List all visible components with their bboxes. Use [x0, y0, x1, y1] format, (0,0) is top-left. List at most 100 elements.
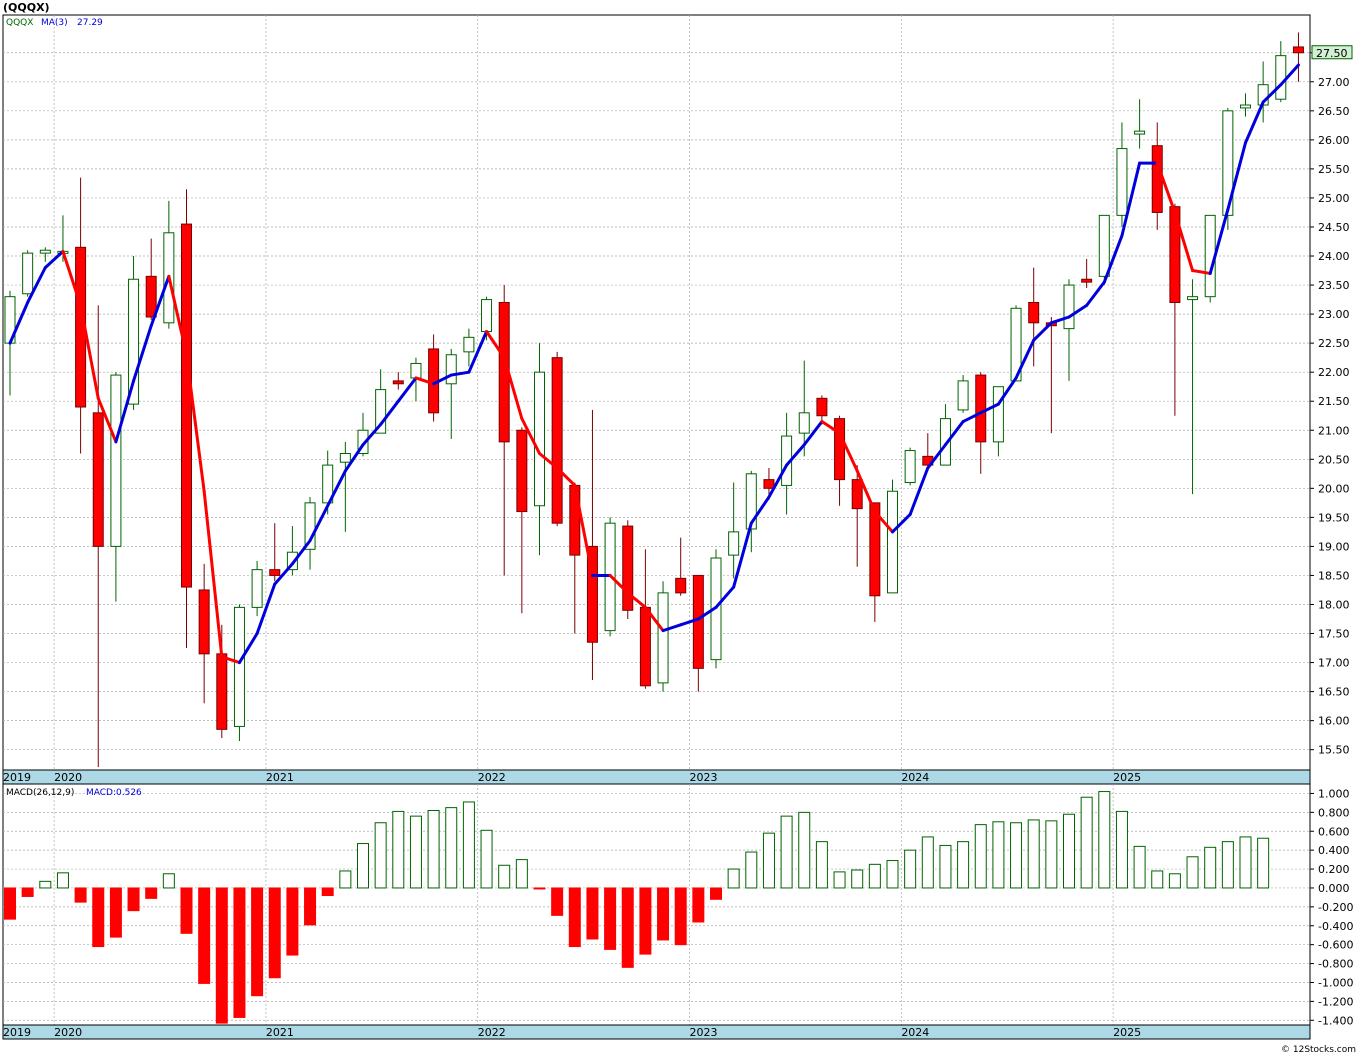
macd-bar [1115, 810, 1128, 889]
footer-credit: © 12Stocks.com [1281, 1045, 1356, 1055]
macd-year-label: 2024 [901, 1026, 929, 1039]
candle [463, 328, 475, 367]
ma-segment [414, 376, 436, 386]
macd-year-label: 2022 [478, 1026, 506, 1039]
candle-body [92, 412, 104, 547]
ma-segment [396, 376, 418, 403]
candle-body [1222, 110, 1234, 216]
candle-body [745, 473, 757, 530]
candle [1240, 93, 1251, 117]
price-year-label: 2025 [1113, 771, 1141, 784]
candle [675, 537, 687, 596]
ma-segment [855, 469, 877, 514]
ma-segment [749, 495, 771, 525]
candle-body [1169, 206, 1181, 303]
candle-body [375, 389, 387, 434]
macd-bar [1010, 822, 1023, 889]
candle-body [586, 545, 598, 643]
price-tick-label: 17.50 [1318, 628, 1350, 641]
macd-value-label: MACD:0.526 [86, 788, 142, 798]
price-tick-label: 26.50 [1318, 105, 1350, 118]
macd-bar [551, 887, 564, 916]
ma-segment [520, 417, 541, 455]
macd-x-axis: 2019 2020 2021 2022 2023 2024 2025 [3, 1026, 1141, 1039]
macd-bar [1239, 836, 1252, 889]
price-legend: QQQX MA(3) 27.29 [6, 18, 103, 28]
candle [798, 360, 810, 457]
ma-segment [79, 303, 100, 400]
macd-tick-label: -0.800 [1318, 958, 1353, 971]
legend-ma-label: MA(3) [41, 18, 68, 28]
candle-body [692, 574, 704, 669]
macd-bar [392, 810, 405, 889]
candle-body [851, 479, 863, 510]
candle [745, 470, 757, 553]
macd-bar [409, 815, 422, 889]
macd-bar [21, 887, 34, 897]
price-tick-label: 20.50 [1318, 453, 1350, 466]
macd-tick-label: 1.000 [1318, 787, 1350, 800]
ma-segment [626, 591, 647, 609]
price-tick-label: 19.00 [1318, 540, 1350, 553]
candle-body [869, 502, 881, 597]
ma-segment [679, 617, 700, 627]
candle-body [357, 429, 369, 454]
macd-bar [833, 871, 846, 889]
price-tick-label: 23.50 [1318, 279, 1350, 292]
macd-year-label: 2019 [3, 1026, 31, 1039]
candle-body [1010, 307, 1022, 382]
price-panel [2, 14, 1311, 771]
macd-label: MACD(26,12,9) [6, 788, 74, 798]
ma-segment [573, 483, 594, 577]
macd-bar [1080, 796, 1093, 889]
candle-body [1292, 46, 1304, 54]
candle [339, 441, 351, 532]
candle [1063, 279, 1075, 381]
macd-bar [1257, 837, 1270, 889]
macd-bar [886, 860, 899, 889]
candle-body [145, 275, 157, 318]
price-year-label: 2024 [901, 771, 929, 784]
last-price-badge: 27.50 [1311, 45, 1353, 60]
macd-bar [657, 887, 670, 941]
candle-body [1134, 130, 1146, 135]
ma-segment [1261, 83, 1283, 104]
candle-body [392, 380, 404, 385]
price-tick-label: 22.00 [1318, 366, 1350, 379]
macd-bar [727, 868, 740, 889]
macd-year-label: 2021 [266, 1026, 294, 1039]
ma-segment [608, 573, 630, 595]
price-tick-label: 15.50 [1318, 744, 1350, 757]
ma-segment [220, 655, 241, 665]
ma-segment [785, 443, 806, 467]
candle-body [1028, 301, 1040, 324]
macd-bar [762, 832, 775, 889]
price-tick-label: 23.00 [1318, 308, 1350, 321]
macd-legend: MACD(26,12,9) MACD:0.526 [6, 788, 142, 798]
candle [392, 372, 404, 390]
macd-bar [1204, 846, 1217, 889]
candle-body [675, 577, 687, 594]
candle [128, 256, 140, 410]
macd-bar [815, 841, 828, 889]
candle [445, 348, 457, 439]
candle [887, 479, 898, 594]
ma-segment [873, 510, 894, 534]
price-tick-label: 16.00 [1318, 715, 1350, 728]
price-x-axis: 2019 2020 2021 2022 2023 2024 2025 [3, 771, 1141, 784]
price-grid [3, 15, 1310, 770]
ma-segment [185, 353, 206, 493]
macd-bar [427, 809, 440, 889]
macd-bar [1133, 845, 1146, 889]
candle [1081, 258, 1093, 288]
price-tick-label: 25.00 [1318, 192, 1350, 205]
candle-body [339, 452, 351, 463]
ma-segment [43, 249, 65, 270]
candle [992, 386, 1004, 457]
macd-bar [1098, 791, 1111, 889]
macd-tick-label: -0.200 [1318, 901, 1353, 914]
macd-tick-label: 0.400 [1318, 844, 1350, 857]
macd-tick-label: 0.000 [1318, 882, 1350, 895]
price-tick-label: 27.00 [1318, 76, 1350, 89]
